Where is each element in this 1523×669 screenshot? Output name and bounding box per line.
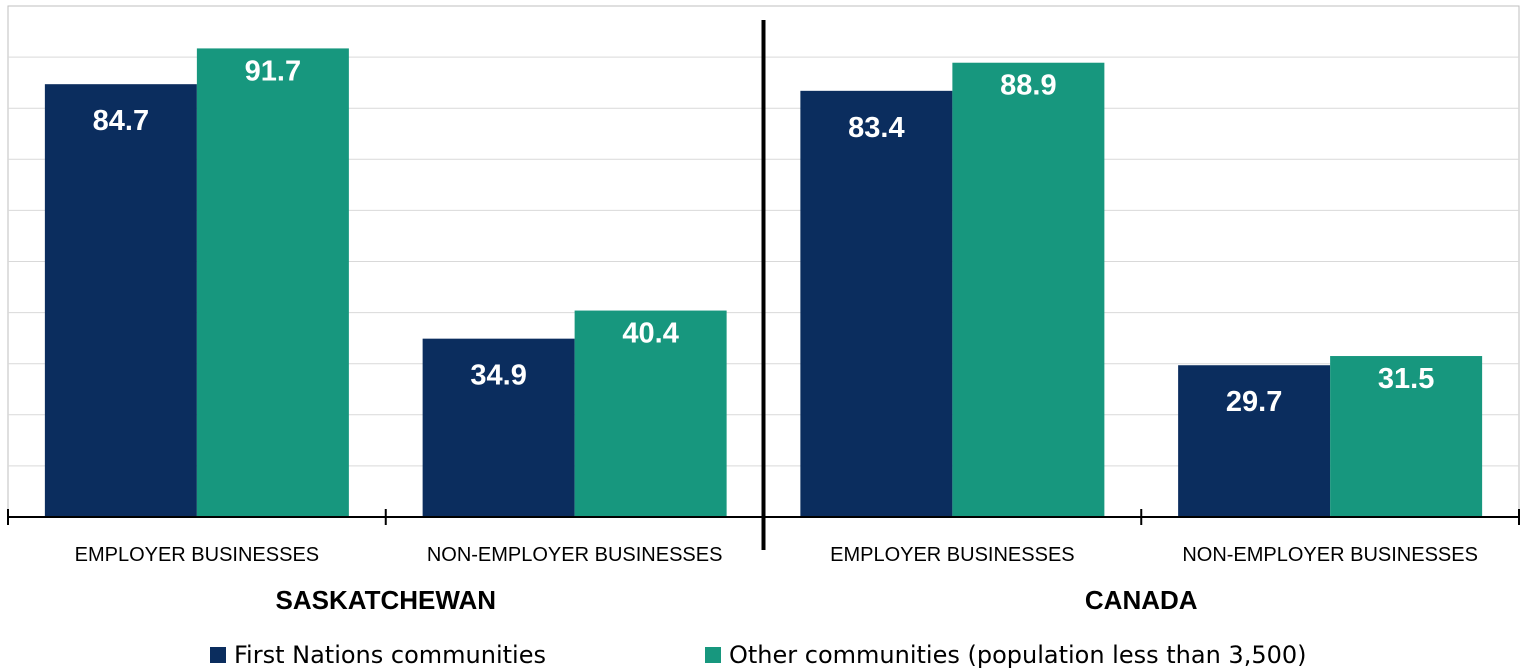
legend-label-other-communities: Other communities (population less than …	[729, 641, 1307, 669]
data-label: 91.7	[245, 55, 301, 87]
labels: 84.7 91.7 EMPLOYER BUSINESSES 34.9 40.4 NON-E…	[75, 55, 1478, 615]
bar	[422, 338, 575, 517]
data-label: 83.4	[848, 112, 904, 144]
bar	[1178, 365, 1331, 517]
bar	[1330, 356, 1483, 517]
bars	[44, 48, 1483, 518]
legend-label-first-nations: First Nations communities	[234, 641, 546, 669]
bar	[574, 310, 727, 517]
data-label: 29.7	[1226, 386, 1282, 418]
legend-swatch-first-nations	[210, 647, 226, 663]
bar	[952, 62, 1105, 517]
bar	[44, 84, 197, 518]
legend-item-first-nations: First Nations communities	[210, 641, 546, 669]
axes	[7, 20, 1520, 550]
category-tick-label: EMPLOYER BUSINESSES	[75, 544, 320, 566]
data-label: 88.9	[1000, 70, 1056, 102]
bar	[196, 48, 349, 518]
legend-item-other-communities: Other communities (population less than …	[705, 641, 1307, 669]
category-tick-label: NON-EMPLOYER BUSINESSES	[427, 544, 723, 566]
data-label: 84.7	[93, 105, 149, 137]
group-label: SASKATCHEWAN	[275, 585, 496, 615]
data-label: 34.9	[470, 360, 526, 392]
legend-swatch-other-communities	[705, 647, 721, 663]
group-label: CANADA	[1085, 585, 1198, 615]
category-tick-label: EMPLOYER BUSINESSES	[830, 544, 1075, 566]
data-label: 31.5	[1378, 363, 1434, 395]
data-label: 40.4	[622, 318, 678, 350]
category-tick-label: NON-EMPLOYER BUSINESSES	[1182, 544, 1478, 566]
bar	[800, 90, 953, 518]
